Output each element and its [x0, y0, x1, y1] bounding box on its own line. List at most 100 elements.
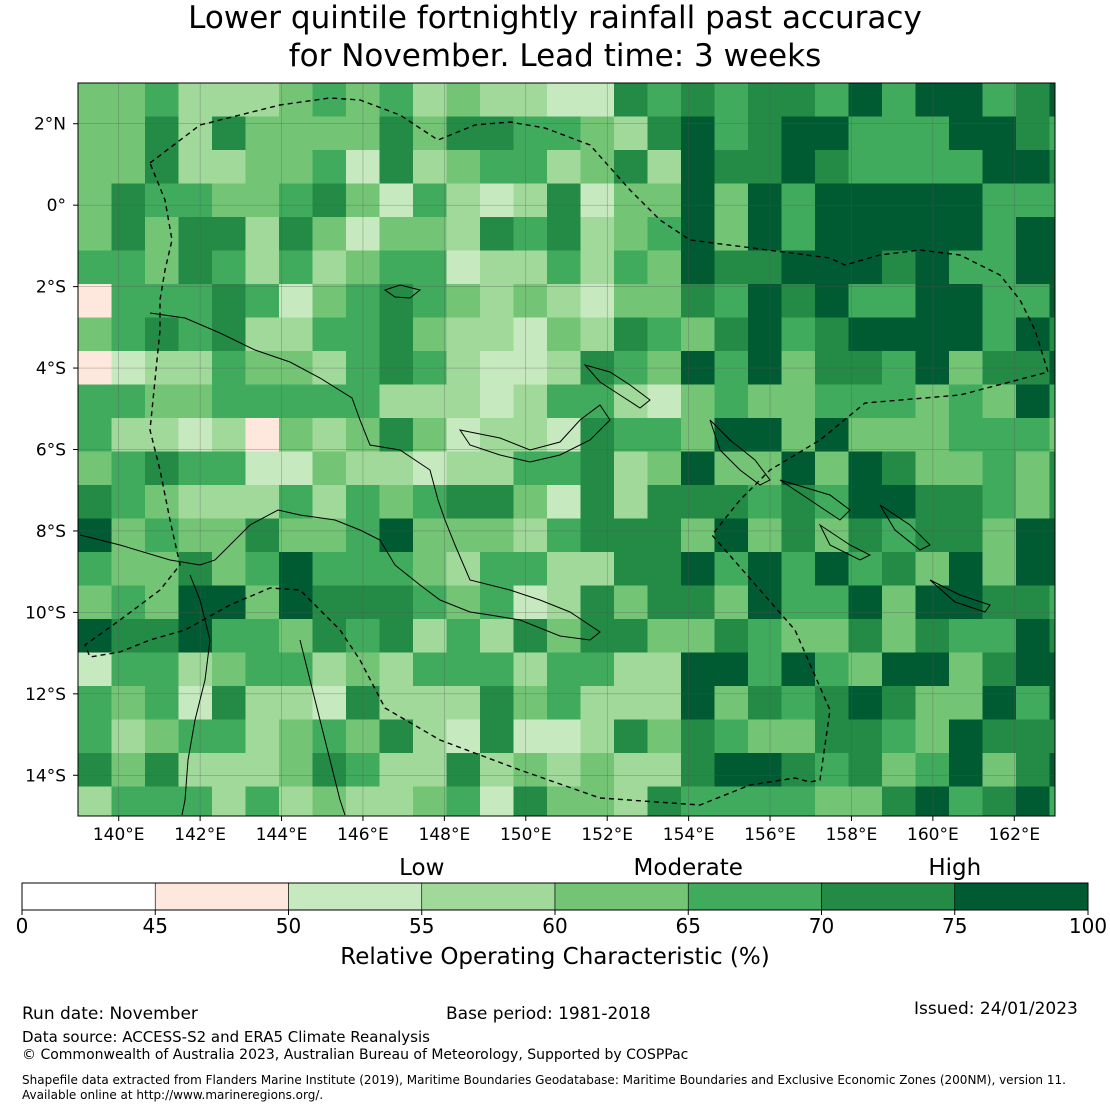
grid-cell	[848, 753, 883, 787]
grid-cell	[78, 485, 112, 519]
grid-cell	[982, 619, 1017, 653]
grid-cell	[1049, 652, 1056, 687]
grid-cell	[580, 518, 615, 553]
grid-cell	[614, 552, 648, 586]
grid-cell	[915, 116, 950, 151]
grid-cell	[245, 217, 280, 251]
grid-cell	[647, 552, 682, 586]
grid-cell	[781, 585, 816, 620]
grid-cell	[781, 317, 816, 352]
grid-cell	[580, 250, 615, 285]
grid-cell	[212, 518, 246, 553]
grid-cell	[748, 418, 782, 452]
grid-cell	[78, 619, 112, 653]
colorbar-tick-label: 70	[808, 914, 835, 938]
grid-cell	[580, 753, 615, 787]
grid-cell	[212, 686, 246, 720]
grid-cell	[111, 418, 146, 452]
grid-cell	[781, 418, 816, 452]
grid-cell	[982, 384, 1017, 419]
longitude-label: 154°E	[663, 825, 715, 845]
grid-cell	[178, 217, 213, 251]
grid-cell	[1049, 183, 1056, 218]
grid-cell	[379, 552, 414, 586]
grid-cell	[882, 284, 916, 318]
grid-cell	[78, 552, 112, 586]
grid-cell	[145, 585, 179, 620]
grid-cell	[748, 686, 782, 720]
grid-cell	[312, 451, 347, 486]
grid-cell	[647, 384, 682, 419]
grid-cell	[614, 619, 648, 653]
grid-cell	[882, 317, 916, 352]
grid-cell	[815, 585, 849, 620]
grid-cell	[647, 686, 682, 720]
grid-cell	[279, 619, 313, 653]
grid-cell	[111, 284, 146, 318]
grid-cell	[279, 652, 313, 687]
grid-cell	[111, 250, 146, 285]
grid-cell	[614, 786, 648, 817]
grid-cell	[982, 686, 1017, 720]
grid-cell	[815, 619, 849, 653]
grid-cell	[681, 518, 715, 553]
grid-cell	[915, 652, 950, 687]
grid-cell	[614, 250, 648, 285]
grid-cell	[647, 183, 682, 218]
grid-cell	[245, 183, 280, 218]
grid-cell	[513, 485, 548, 519]
grid-cell	[245, 250, 280, 285]
grid-cell	[714, 652, 749, 687]
grid-cell	[748, 552, 782, 586]
grid-cell	[178, 83, 213, 117]
grid-cell	[145, 83, 179, 117]
grid-cell	[480, 150, 514, 184]
grid-cell	[949, 652, 983, 687]
grid-cell	[312, 217, 347, 251]
grid-cell	[1049, 753, 1056, 787]
grid-cell	[379, 284, 414, 318]
grid-cell	[480, 619, 514, 653]
grid-cell	[915, 485, 950, 519]
grid-cell	[848, 217, 883, 251]
grid-cell	[212, 786, 246, 817]
grid-cell	[547, 250, 581, 285]
grid-cell	[982, 116, 1017, 151]
grid-cell	[212, 116, 246, 151]
grid-cell	[547, 418, 581, 452]
grid-cell	[714, 284, 749, 318]
grid-cell	[882, 585, 916, 620]
grid-cell	[1016, 418, 1050, 452]
grid-cell	[212, 83, 246, 117]
latitude-label: 2°S	[36, 278, 66, 298]
grid-cell	[714, 183, 749, 218]
grid-cell	[614, 116, 648, 151]
grid-cell	[178, 485, 213, 519]
grid-cell	[379, 619, 414, 653]
grid-cell	[949, 518, 983, 553]
grid-cell	[848, 284, 883, 318]
grid-cell	[111, 83, 146, 117]
grid-cell	[111, 485, 146, 519]
grid-cell	[647, 217, 682, 251]
longitude-label: 144°E	[256, 825, 308, 845]
grid-cell	[145, 317, 179, 352]
grid-cell	[413, 552, 447, 586]
new-britain-coastline	[458, 404, 611, 463]
grid-cell	[446, 753, 481, 787]
grid-cell	[312, 619, 347, 653]
grid-cell	[413, 250, 447, 285]
grid-cell	[949, 585, 983, 620]
grid-cell	[312, 585, 347, 620]
grid-cell	[446, 150, 481, 184]
grid-cell	[614, 183, 648, 218]
grid-cell	[580, 317, 615, 352]
grid-cell	[815, 552, 849, 586]
grid-cell	[446, 686, 481, 720]
grid-cell	[681, 753, 715, 787]
grid-cell	[1016, 619, 1050, 653]
grid-cell	[111, 719, 146, 754]
grid-cell	[379, 217, 414, 251]
grid-cell	[681, 686, 715, 720]
grid-cell	[413, 719, 447, 754]
